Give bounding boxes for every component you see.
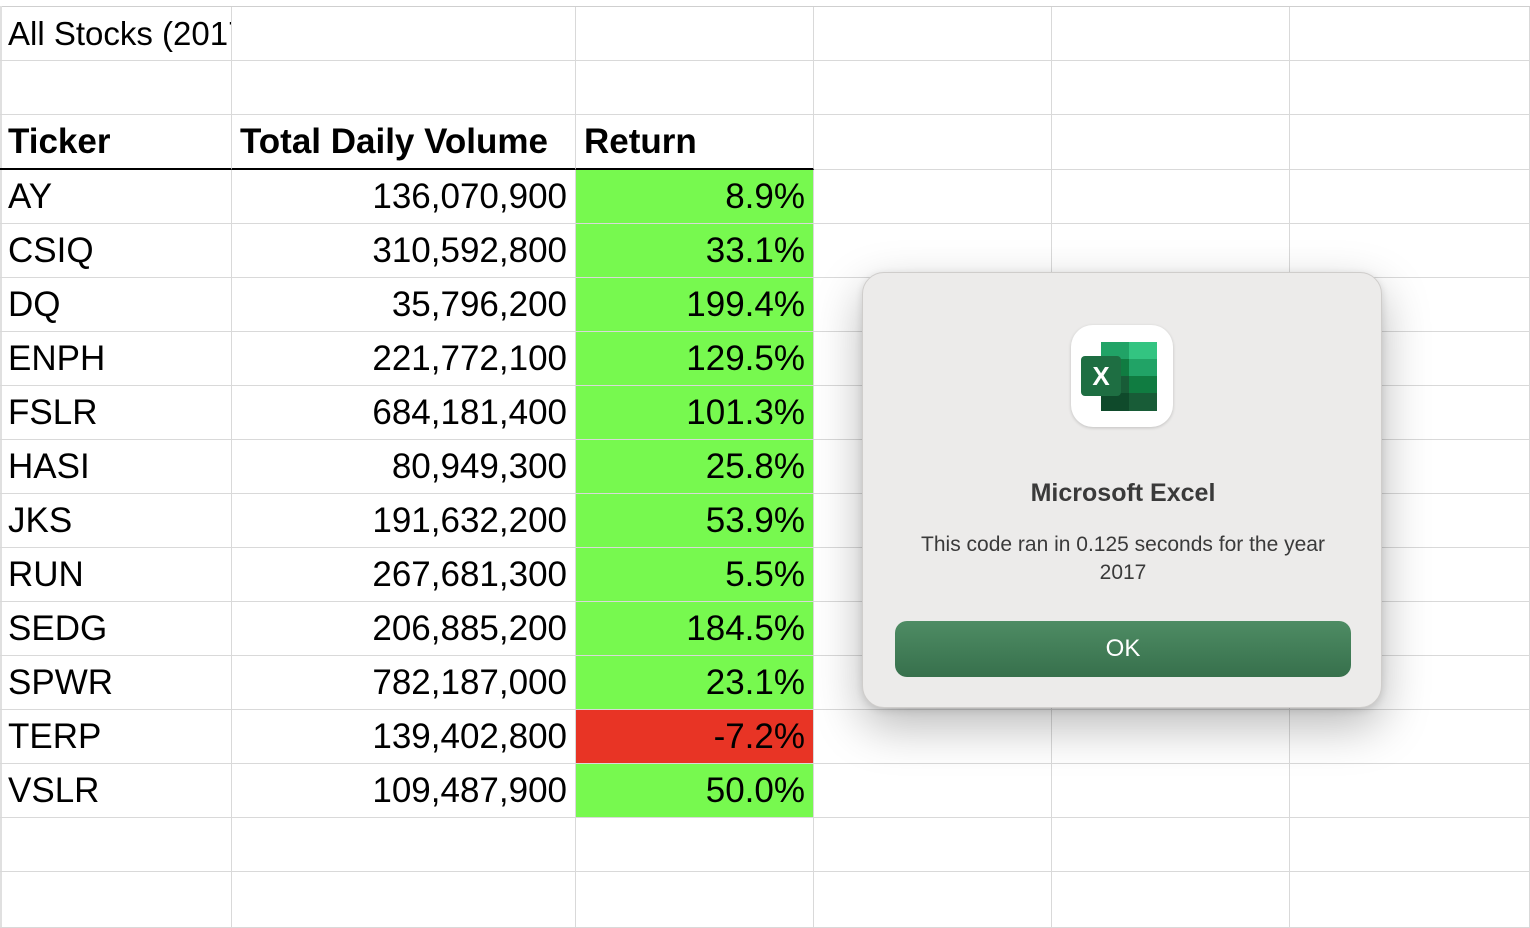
empty-cell[interactable] [814, 7, 1052, 61]
volume-cell[interactable]: 139,402,800 [232, 710, 576, 764]
volume-cell[interactable]: 267,681,300 [232, 548, 576, 602]
empty-cell[interactable] [576, 7, 814, 61]
ticker-cell[interactable]: AY [0, 170, 232, 224]
empty-cell[interactable] [232, 818, 576, 872]
return-cell[interactable]: -7.2% [576, 710, 814, 764]
empty-cell[interactable] [232, 872, 576, 928]
grid-left-edge [0, 6, 2, 928]
return-cell[interactable]: 199.4% [576, 278, 814, 332]
empty-cell[interactable] [814, 115, 1052, 170]
empty-cell[interactable] [814, 170, 1052, 224]
return-cell[interactable]: 184.5% [576, 602, 814, 656]
empty-cell[interactable] [1052, 7, 1290, 61]
volume-cell[interactable]: 80,949,300 [232, 440, 576, 494]
volume-cell[interactable]: 136,070,900 [232, 170, 576, 224]
empty-cell[interactable] [1290, 710, 1530, 764]
return-cell[interactable]: 50.0% [576, 764, 814, 818]
dialog-message: This code ran in 0.125 seconds for the y… [921, 533, 1325, 584]
volume-cell[interactable]: 684,181,400 [232, 386, 576, 440]
return-cell[interactable]: 129.5% [576, 332, 814, 386]
header-total-daily-volume[interactable]: Total Daily Volume [232, 115, 576, 170]
grid-top-border [0, 6, 1530, 7]
empty-cell[interactable] [576, 872, 814, 928]
header-ticker[interactable]: Ticker [0, 115, 232, 170]
empty-cell[interactable] [1052, 224, 1290, 278]
excel-icon-letter: X [1092, 361, 1110, 391]
empty-cell[interactable] [0, 872, 232, 928]
return-cell[interactable]: 101.3% [576, 386, 814, 440]
empty-cell[interactable] [814, 872, 1052, 928]
ticker-cell[interactable]: HASI [0, 440, 232, 494]
empty-cell[interactable] [1290, 170, 1530, 224]
ticker-cell[interactable]: ENPH [0, 332, 232, 386]
return-cell[interactable]: 8.9% [576, 170, 814, 224]
empty-cell[interactable] [0, 61, 232, 115]
empty-cell[interactable] [1052, 710, 1290, 764]
empty-cell[interactable] [1290, 764, 1530, 818]
ticker-cell[interactable]: DQ [0, 278, 232, 332]
empty-cell[interactable] [1290, 7, 1530, 61]
volume-cell[interactable]: 35,796,200 [232, 278, 576, 332]
empty-cell[interactable] [1290, 872, 1530, 928]
dialog-title: Microsoft Excel [1030, 479, 1216, 507]
empty-cell[interactable] [814, 764, 1052, 818]
return-cell[interactable]: 53.9% [576, 494, 814, 548]
volume-cell[interactable]: 109,487,900 [232, 764, 576, 818]
ticker-cell[interactable]: SEDG [0, 602, 232, 656]
ticker-cell[interactable]: TERP [0, 710, 232, 764]
ok-button[interactable]: OK [895, 621, 1351, 677]
empty-cell[interactable] [232, 7, 576, 61]
empty-cell[interactable] [814, 61, 1052, 115]
ticker-cell[interactable]: VSLR [0, 764, 232, 818]
empty-cell[interactable] [1290, 115, 1530, 170]
ticker-cell[interactable]: JKS [0, 494, 232, 548]
empty-cell[interactable] [1290, 61, 1530, 115]
ticker-cell[interactable]: SPWR [0, 656, 232, 710]
volume-cell[interactable]: 206,885,200 [232, 602, 576, 656]
empty-cell[interactable] [576, 818, 814, 872]
empty-cell[interactable] [1290, 818, 1530, 872]
empty-cell[interactable] [814, 224, 1052, 278]
empty-cell[interactable] [0, 818, 232, 872]
empty-cell[interactable] [576, 61, 814, 115]
empty-cell[interactable] [1052, 818, 1290, 872]
volume-cell[interactable]: 782,187,000 [232, 656, 576, 710]
return-cell[interactable]: 23.1% [576, 656, 814, 710]
header-return[interactable]: Return [576, 115, 814, 170]
ticker-cell[interactable]: RUN [0, 548, 232, 602]
volume-cell[interactable]: 310,592,800 [232, 224, 576, 278]
empty-cell[interactable] [1052, 170, 1290, 224]
empty-cell[interactable] [814, 710, 1052, 764]
volume-cell[interactable]: 191,632,200 [232, 494, 576, 548]
empty-cell[interactable] [1052, 872, 1290, 928]
empty-cell[interactable] [1290, 224, 1530, 278]
return-cell[interactable]: 25.8% [576, 440, 814, 494]
ticker-cell[interactable]: CSIQ [0, 224, 232, 278]
empty-cell[interactable] [1052, 764, 1290, 818]
return-cell[interactable]: 5.5% [576, 548, 814, 602]
return-cell[interactable]: 33.1% [576, 224, 814, 278]
empty-cell[interactable] [1052, 61, 1290, 115]
empty-cell[interactable] [1052, 115, 1290, 170]
sheet-title-cell[interactable]: All Stocks (2017) [0, 7, 232, 61]
volume-cell[interactable]: 221,772,100 [232, 332, 576, 386]
alert-dialog: X Microsoft Excel This code ran in 0.125… [862, 272, 1382, 708]
empty-cell[interactable] [814, 818, 1052, 872]
empty-cell[interactable] [232, 61, 576, 115]
microsoft-excel-icon: X [1071, 325, 1173, 427]
ticker-cell[interactable]: FSLR [0, 386, 232, 440]
excel-logo-icon: X [1081, 342, 1157, 411]
